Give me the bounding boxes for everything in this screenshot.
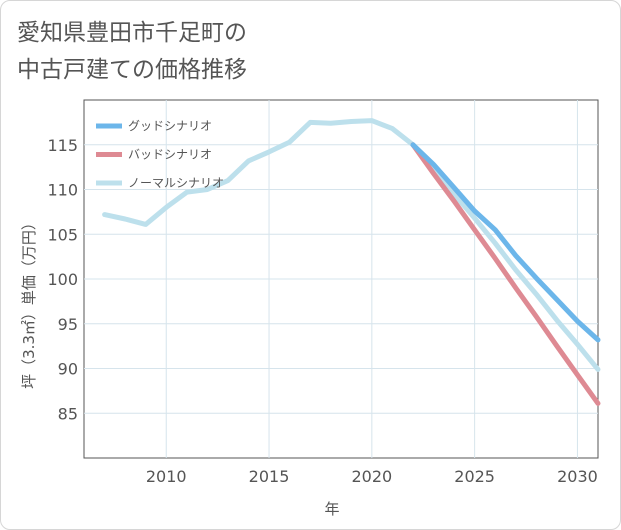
legend-label-2: ノーマルシナリオ xyxy=(128,176,224,190)
page-title: 愛知県豊田市千足町の 中古戸建ての価格推移 xyxy=(17,15,247,89)
series-line-2 xyxy=(102,118,601,372)
x-axis-title: 年 xyxy=(324,500,339,518)
y-tick-85: 85 xyxy=(58,404,78,423)
y-tick-115: 115 xyxy=(47,136,78,155)
grid-lines xyxy=(84,100,598,458)
title-line-1: 愛知県豊田市千足町の xyxy=(17,20,247,46)
x-tick-2030: 2030 xyxy=(557,467,598,486)
y-tick-90: 90 xyxy=(58,360,78,379)
x-tick-2020: 2020 xyxy=(351,467,392,486)
series-line-0 xyxy=(410,142,601,343)
legend-label-0: グッドシナリオ xyxy=(128,119,212,133)
legend-label-1: バッドシナリオ xyxy=(128,148,212,162)
title-line-2: 中古戸建ての価格推移 xyxy=(17,57,247,83)
series-lines xyxy=(102,118,601,406)
x-tick-2025: 2025 xyxy=(454,467,495,486)
x-tick-2010: 2010 xyxy=(146,467,187,486)
y-tick-100: 100 xyxy=(47,270,78,289)
x-tick-2015: 2015 xyxy=(249,467,290,486)
y-tick-labels: 85 90 95 100 105 110 115 xyxy=(47,136,78,424)
series-line-1 xyxy=(410,142,601,406)
y-tick-105: 105 xyxy=(47,225,78,244)
x-tick-labels: 2010 2015 2020 2025 2030 xyxy=(146,467,598,486)
y-axis-title: 坪（3.3㎡）単価（万円） xyxy=(20,215,38,389)
y-tick-95: 95 xyxy=(58,315,78,334)
y-tick-110: 110 xyxy=(47,181,78,200)
